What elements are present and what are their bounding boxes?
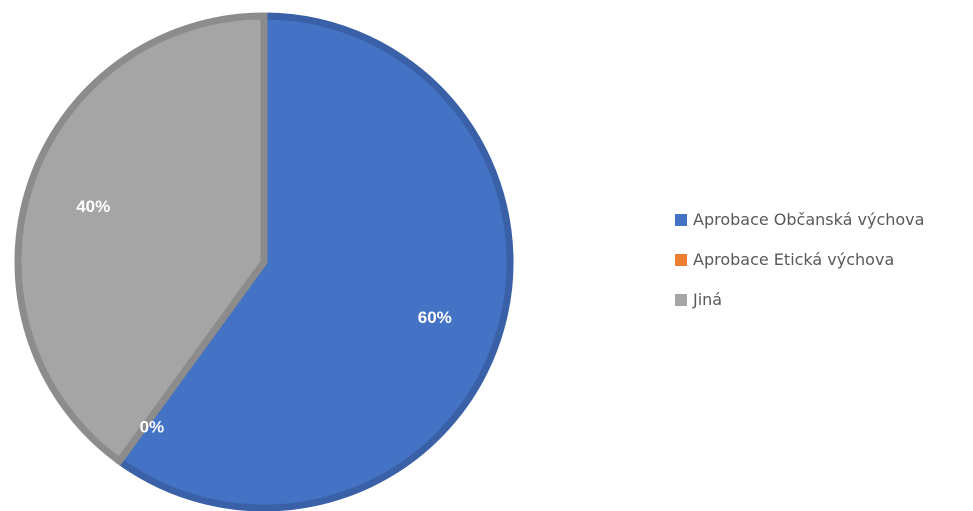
legend-swatch-eticka	[675, 254, 687, 266]
pie-data-labels: 60% 0% 40%	[76, 197, 452, 437]
legend-label-eticka: Aprobace Etická výchova	[693, 250, 895, 269]
legend-item-obcanska: Aprobace Občanská výchova	[675, 206, 973, 234]
data-label-jina: 40%	[76, 197, 110, 216]
legend-item-eticka: Aprobace Etická výchova	[675, 246, 973, 274]
legend-swatch-jina	[675, 294, 687, 306]
data-label-eticka: 0%	[140, 418, 165, 437]
legend-item-jina: Jiná	[675, 286, 973, 314]
pie-slice-obcanska	[114, 12, 514, 511]
pie-slice-jina	[14, 12, 268, 466]
pie-slices	[14, 12, 514, 511]
data-label-obcanska: 60%	[418, 308, 452, 327]
legend: Aprobace Občanská výchova Aprobace Etick…	[675, 206, 973, 326]
legend-label-jina: Jiná	[693, 290, 723, 309]
legend-label-obcanska: Aprobace Občanská výchova	[693, 210, 925, 229]
legend-swatch-obcanska	[675, 214, 687, 226]
